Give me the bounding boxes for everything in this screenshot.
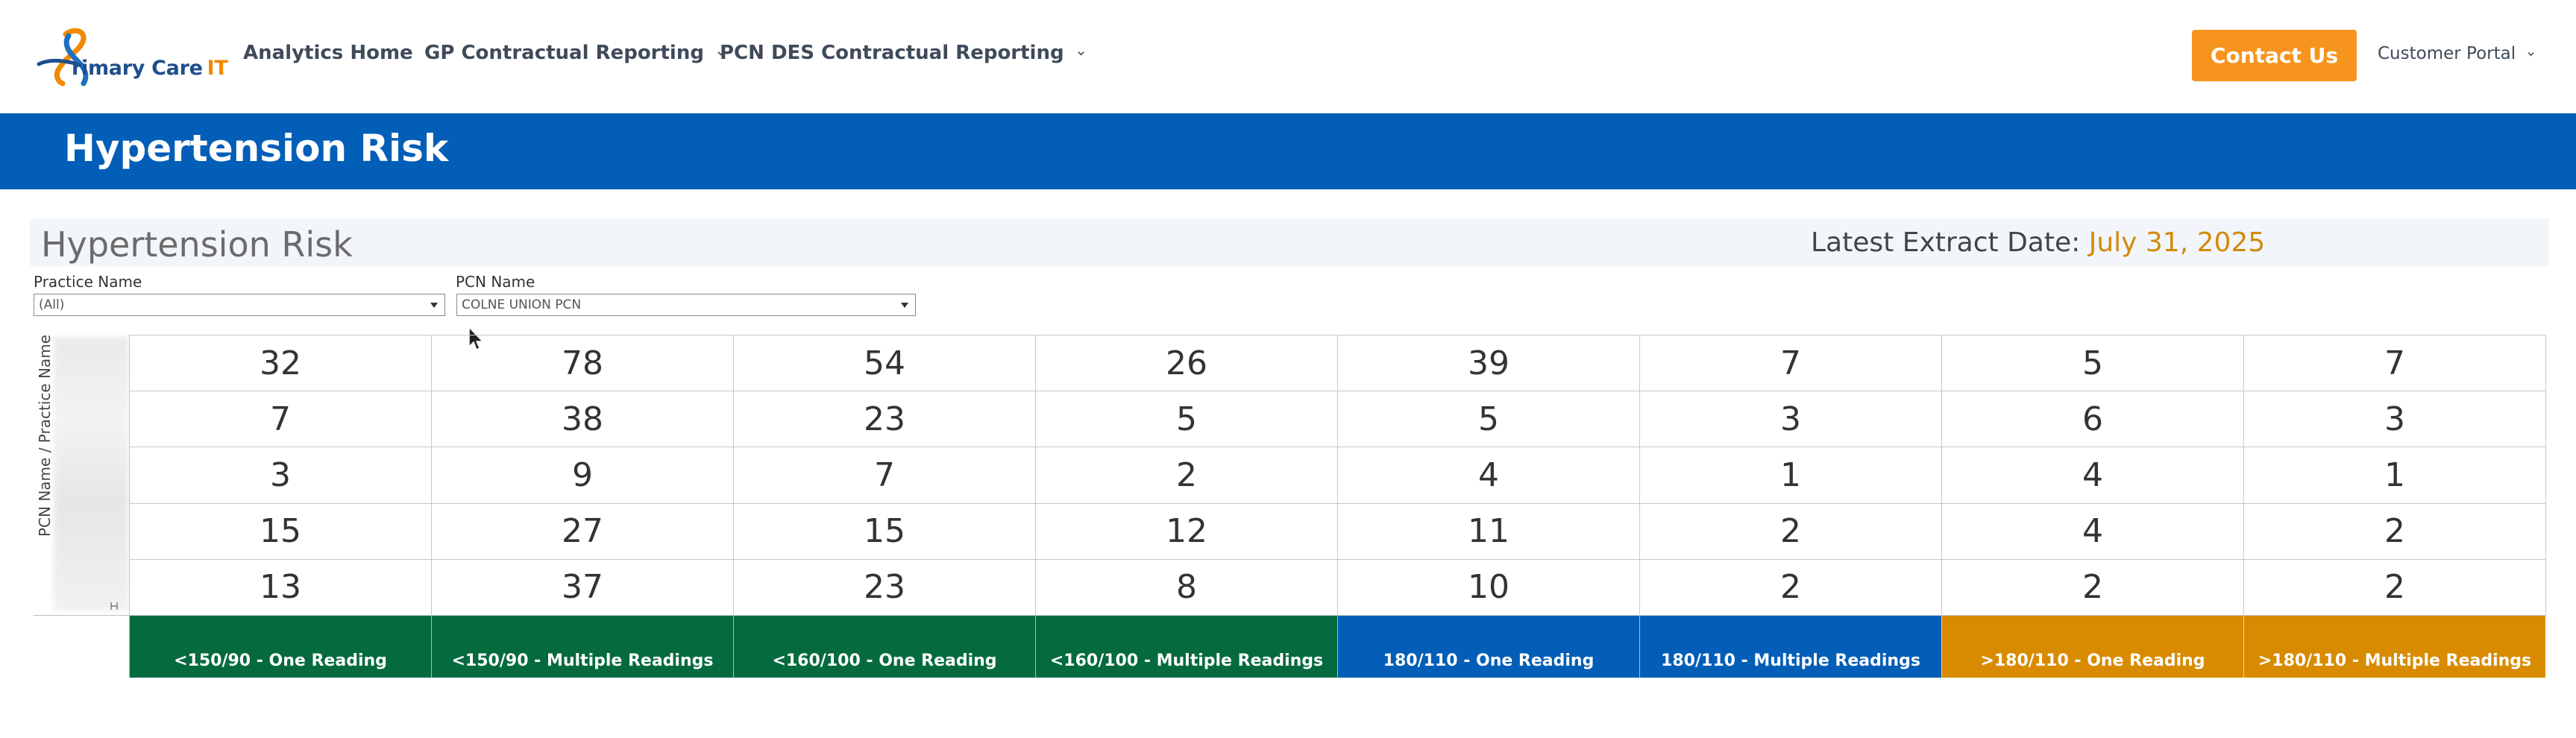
pcn-name-label: PCN Name [456, 273, 535, 291]
table-cell[interactable]: 5 [1035, 391, 1337, 448]
logo-wordmark: rimary Care IT [72, 57, 228, 80]
pcn-name-dropdown[interactable]: COLNE UNION PCN [456, 294, 916, 316]
dropdown-caret-icon [901, 303, 908, 308]
table-cell[interactable]: 9 [431, 447, 733, 504]
table-cell[interactable]: 2 [1941, 559, 2243, 616]
customer-portal-menu[interactable]: Customer Portal [2378, 44, 2535, 63]
table-cell[interactable]: 32 [129, 335, 431, 392]
table-cell[interactable]: 12 [1035, 503, 1337, 560]
dashboard-header: Hypertension Risk Latest Extract Date: J… [30, 218, 2549, 266]
row-header-column [34, 335, 129, 616]
table-cell[interactable]: 2 [2243, 559, 2545, 616]
table-cell[interactable]: 39 [1337, 335, 1639, 392]
table-cell[interactable]: 2 [2243, 503, 2545, 560]
table-cell[interactable]: 7 [1639, 335, 1941, 392]
redacted-practice-names [54, 337, 128, 611]
table-cell[interactable]: 2 [1639, 503, 1941, 560]
risk-data-grid: 32 78 54 26 39 7 5 7 7 38 23 5 5 3 6 3 3 9 7 2 4 1 4 1 15 27 15 12 1… [129, 335, 2546, 616]
column-header[interactable]: 180/110 - One Reading [1337, 616, 1639, 678]
practice-name-dropdown[interactable]: (All) [34, 294, 445, 316]
table-cell[interactable]: 26 [1035, 335, 1337, 392]
table-cell[interactable]: 7 [733, 447, 1035, 504]
chevron-down-icon [2528, 52, 2535, 57]
table-cell[interactable]: 23 [733, 559, 1035, 616]
page-title: Hypertension Risk [64, 127, 449, 170]
table-cell[interactable]: 78 [431, 335, 733, 392]
table-cell[interactable]: 15 [129, 503, 431, 560]
page-banner: Hypertension Risk [0, 113, 2576, 189]
table-cell[interactable]: 7 [129, 391, 431, 448]
primary-care-it-logo[interactable]: rimary Care IT [36, 27, 228, 86]
column-header[interactable]: <150/90 - One Reading [129, 616, 431, 678]
mouse-cursor-icon [468, 326, 484, 351]
table-cell[interactable]: 23 [733, 391, 1035, 448]
table-cell[interactable]: 4 [1941, 447, 2243, 504]
extract-date-value: July 31, 2025 [2088, 227, 2266, 258]
table-cell[interactable]: 38 [431, 391, 733, 448]
table-cell[interactable]: 10 [1337, 559, 1639, 616]
chevron-down-icon [1077, 51, 1084, 56]
table-cell[interactable]: 1 [1639, 447, 1941, 504]
table-cell[interactable]: 4 [1337, 447, 1639, 504]
latest-extract-date: Latest Extract Date: July 31, 2025 [1811, 227, 2266, 258]
nav-analytics-home[interactable]: Analytics Home [243, 42, 413, 64]
table-cell[interactable]: 3 [2243, 391, 2545, 448]
table-cell[interactable]: 3 [1639, 391, 1941, 448]
table-cell[interactable]: 2 [1035, 447, 1337, 504]
ribbon-logo-icon [37, 28, 89, 86]
table-cell[interactable]: 7 [2243, 335, 2545, 392]
chevron-down-icon [717, 51, 724, 56]
table-cell[interactable]: 15 [733, 503, 1035, 560]
column-header[interactable]: <150/90 - Multiple Readings [431, 616, 733, 678]
table-cell[interactable]: 54 [733, 335, 1035, 392]
table-cell[interactable]: 1 [2243, 447, 2545, 504]
row-axis-label: PCN Name / Practice Name [36, 334, 54, 537]
column-header[interactable]: >180/110 - Multiple Readings [2243, 616, 2545, 678]
contact-us-button[interactable]: Contact Us [2192, 30, 2357, 81]
nav-pcn-des-contractual-reporting[interactable]: PCN DES Contractual Reporting [720, 42, 1085, 64]
dropdown-caret-icon [430, 303, 438, 308]
table-cell[interactable]: 8 [1035, 559, 1337, 616]
table-cell[interactable]: 6 [1941, 391, 2243, 448]
practice-name-label: Practice Name [34, 273, 142, 291]
sort-icon[interactable] [109, 601, 119, 611]
table-cell[interactable]: 11 [1337, 503, 1639, 560]
top-navigation: rimary Care IT Analytics Home GP Contract… [0, 0, 2576, 113]
table-cell[interactable]: 3 [129, 447, 431, 504]
nav-gp-contractual-reporting[interactable]: GP Contractual Reporting [424, 42, 725, 64]
column-header[interactable]: 180/110 - Multiple Readings [1639, 616, 1941, 678]
table-cell[interactable]: 4 [1941, 503, 2243, 560]
column-header[interactable]: <160/100 - One Reading [733, 616, 1035, 678]
table-cell[interactable]: 27 [431, 503, 733, 560]
table-cell[interactable]: 37 [431, 559, 733, 616]
column-header[interactable]: <160/100 - Multiple Readings [1035, 616, 1337, 678]
table-cell[interactable]: 13 [129, 559, 431, 616]
table-cell[interactable]: 5 [1337, 391, 1639, 448]
dashboard-title: Hypertension Risk [41, 224, 353, 265]
table-cell[interactable]: 2 [1639, 559, 1941, 616]
column-header[interactable]: >180/110 - One Reading [1941, 616, 2243, 678]
table-cell[interactable]: 5 [1941, 335, 2243, 392]
column-headers: <150/90 - One Reading <150/90 - Multiple … [129, 616, 2545, 678]
